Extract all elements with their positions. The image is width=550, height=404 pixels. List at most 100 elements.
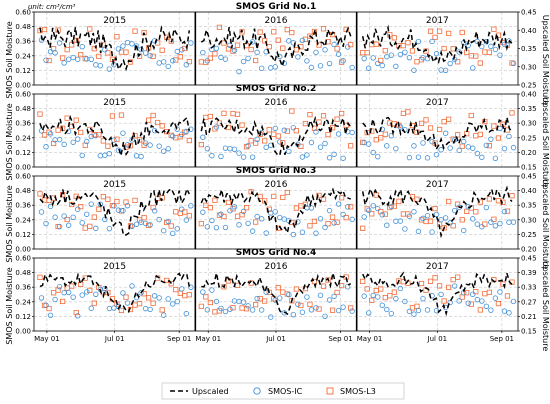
smos-ic-point: [384, 53, 390, 60]
x-tick-label: Jul 01: [265, 335, 286, 343]
smos-ic-point: [317, 216, 324, 222]
smos-l3-point: [173, 286, 179, 293]
smos-ic-point: [174, 126, 180, 132]
smos-ic-point: [349, 308, 355, 314]
smos-ic-point: [470, 65, 476, 71]
smos-l3-point: [207, 113, 213, 120]
smos-ic-point: [47, 131, 54, 137]
smos-l3-point: [455, 132, 461, 138]
smos-ic-point: [379, 302, 385, 309]
smos-l3-point: [459, 143, 465, 149]
panel-title: SMOS Grid No.1: [236, 2, 317, 12]
smos-ic-point: [313, 49, 319, 56]
smos-ic-point: [299, 309, 306, 315]
smos-ic-point: [402, 49, 408, 55]
smos-l3-point: [239, 212, 245, 218]
smos-ic-point: [474, 38, 480, 45]
smos-ic-point: [165, 218, 171, 225]
left-tick-label: 0.48: [15, 187, 31, 195]
smos-ic-point: [213, 224, 220, 231]
smos-l3-point: [364, 50, 370, 56]
smos-ic-point: [415, 154, 422, 160]
smos-ic-point: [170, 301, 176, 307]
legend-upscaled-label: Upscaled: [192, 387, 229, 396]
left-tick-label: 0.48: [15, 23, 31, 31]
smos-ic-point: [420, 215, 426, 222]
smos-ic-point: [438, 67, 444, 73]
year-label: 2016: [265, 98, 288, 108]
smos-l3-point: [311, 218, 318, 224]
smos-l3-point: [477, 60, 483, 66]
smos-ic-point: [479, 298, 485, 304]
smos-ic-point: [151, 208, 158, 214]
smos-l3-point: [391, 35, 397, 41]
smos-l3-point: [316, 119, 322, 125]
right-tick-label: 0.39: [521, 269, 537, 277]
smos-l3-point: [427, 218, 434, 224]
smos-l3-point: [436, 28, 443, 34]
smos-ic-point: [133, 153, 140, 159]
smos-l3-point: [198, 59, 204, 65]
smos-l3-point: [482, 119, 488, 125]
smos-l3-point: [477, 307, 483, 313]
smos-ic-point: [200, 209, 206, 215]
smos-ic-point: [272, 64, 278, 70]
smos-ic-point: [470, 291, 476, 298]
smos-l3-point: [495, 135, 502, 141]
smos-ic-point: [200, 289, 206, 295]
smos-ic-point: [429, 138, 435, 145]
smos-l3-point: [491, 216, 497, 222]
smos-l3-point: [491, 26, 497, 32]
smos-l3-point: [198, 303, 204, 309]
smos-l3-point: [109, 113, 116, 119]
smos-l3-point: [293, 205, 299, 211]
smos-l3-point: [46, 129, 52, 135]
smos-l3-point: [123, 294, 129, 300]
smos-l3-point: [320, 283, 327, 289]
smos-ic-point: [433, 151, 440, 158]
smos-l3-point: [477, 131, 483, 138]
smos-ic-point: [70, 139, 76, 145]
smos-ic-point: [322, 224, 328, 231]
smos-l3-point: [159, 307, 165, 313]
smos-l3-point: [334, 116, 340, 122]
smos-ic-point: [97, 152, 104, 159]
smos-ic-point: [442, 67, 449, 74]
smos-ic-point: [290, 231, 297, 238]
smos-l3-point: [473, 53, 479, 59]
left-tick-label: 0.36: [15, 202, 31, 210]
smos-ic-point: [249, 307, 256, 313]
smos-l3-point: [369, 211, 375, 217]
smos-l3-point: [495, 300, 502, 307]
smos-l3-point: [504, 293, 511, 299]
left-tick-label: 0.60: [15, 173, 31, 181]
smos-l3-point: [382, 295, 388, 301]
smos-l3-point: [418, 120, 425, 126]
smos-ic-point: [365, 207, 372, 213]
smos-l3-point: [114, 136, 120, 142]
smos-ic-point: [488, 136, 494, 142]
smos-ic-point: [393, 145, 399, 152]
smos-ic-point: [61, 141, 67, 148]
smos-ic-point: [308, 139, 315, 146]
smos-ic-point: [379, 212, 385, 218]
smos-ic-point: [75, 136, 81, 142]
smos-l3-point: [446, 284, 452, 290]
smos-l3-point: [69, 283, 75, 289]
left-tick-label: 0.24: [15, 134, 31, 142]
smos-l3-point: [155, 275, 161, 281]
smos-l3-point: [96, 132, 102, 138]
left-tick-label: 0.12: [15, 149, 31, 157]
smos-l3-point: [253, 219, 259, 225]
smos-ic-point: [438, 291, 444, 298]
panel-title: SMOS Grid No.3: [236, 166, 317, 176]
smos-ic-point: [79, 43, 85, 50]
legend-frame: [161, 382, 405, 400]
smos-l3-point: [239, 29, 245, 35]
smos-l3-point: [177, 54, 183, 60]
smos-ic-point: [170, 133, 176, 139]
right-tick-label: 0.20: [521, 149, 537, 157]
smos-l3-point: [118, 307, 125, 314]
smos-l3-point: [248, 46, 254, 53]
smos-ic-point: [286, 38, 292, 44]
